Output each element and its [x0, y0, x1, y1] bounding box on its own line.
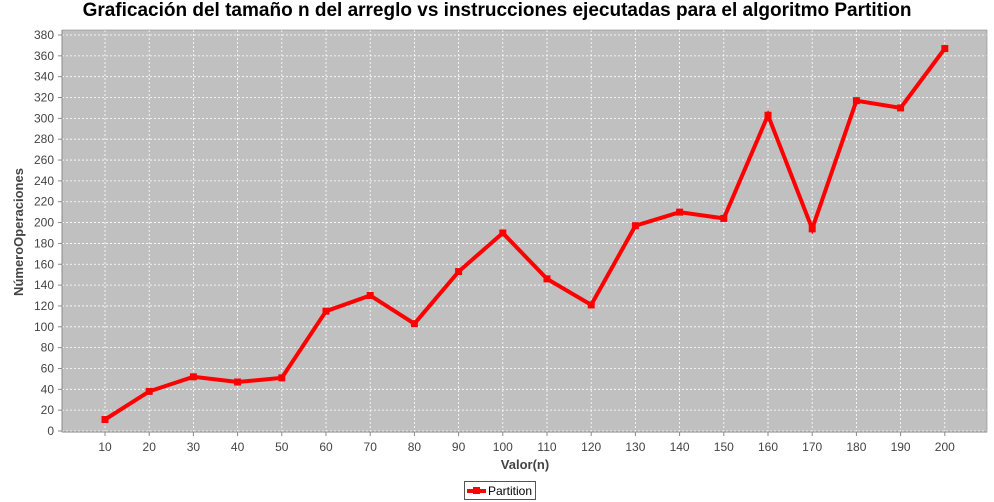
- data-point: [587, 301, 595, 309]
- data-point: [897, 104, 905, 112]
- x-tick-labels: 10 20 30 40 50 60 70 80 90 100 110 120 130 140 150 160 1…: [98, 440, 955, 454]
- data-point: [764, 111, 772, 119]
- x-tick-label: 150: [714, 440, 734, 454]
- x-tick-label: 180: [846, 440, 866, 454]
- y-tick-label: 200: [34, 216, 54, 230]
- y-tick-label: 80: [41, 341, 55, 355]
- y-tick-label: 340: [34, 70, 54, 84]
- data-point: [410, 320, 418, 328]
- data-point: [676, 208, 684, 216]
- x-tick-label: 20: [143, 440, 157, 454]
- series-partition: [101, 45, 949, 424]
- x-tick-label: 70: [364, 440, 378, 454]
- y-tick-label: 380: [34, 28, 54, 42]
- grid-lines: [62, 30, 987, 432]
- x-tick-label: 110: [537, 440, 556, 454]
- x-tick-label: 80: [408, 440, 422, 454]
- x-tick-label: 60: [319, 440, 333, 454]
- data-point: [278, 374, 286, 382]
- x-axis-title: Valor(n): [501, 457, 549, 472]
- chart-title: Graficación del tamaño n del arreglo vs …: [82, 0, 912, 21]
- data-point: [941, 45, 949, 53]
- plot-border: [61, 29, 988, 433]
- series-line: [103, 47, 947, 422]
- y-tick-label: 40: [41, 382, 55, 396]
- y-tick-label: 160: [34, 257, 54, 271]
- data-point: [322, 307, 330, 315]
- x-tick-label: 40: [231, 440, 245, 454]
- y-tick-label: 240: [34, 174, 54, 188]
- y-tick-label: 60: [41, 361, 55, 375]
- data-point: [808, 225, 816, 233]
- y-tick-label: 360: [34, 49, 54, 63]
- data-point: [499, 229, 507, 237]
- y-tick-label: 120: [34, 299, 54, 313]
- y-tick-label: 140: [34, 278, 54, 292]
- x-tick-label: 200: [935, 440, 955, 454]
- y-tick-label: 260: [34, 153, 54, 167]
- y-tick-label: 0: [47, 424, 54, 438]
- x-tick-label: 100: [493, 440, 513, 454]
- y-tick-label: 280: [34, 132, 54, 146]
- data-point: [631, 222, 639, 230]
- data-point: [101, 416, 109, 424]
- y-tick-label: 100: [34, 320, 54, 334]
- x-tick-label: 140: [670, 440, 690, 454]
- y-tick-label: 180: [34, 236, 54, 250]
- x-tick-label: 30: [187, 440, 201, 454]
- y-tick-labels: 0 20 40 60 80 100 120 140 160 180 200 220 240 260 280 3…: [34, 28, 54, 438]
- x-tick-label: 170: [802, 440, 822, 454]
- y-tick-label: 20: [41, 403, 55, 417]
- x-tick-label: 130: [625, 440, 645, 454]
- data-point: [366, 292, 374, 300]
- data-point: [720, 214, 728, 222]
- x-tick-label: 10: [98, 440, 112, 454]
- data-point: [189, 373, 197, 381]
- x-tick-label: 90: [452, 440, 466, 454]
- data-point: [234, 378, 242, 386]
- x-tick-label: 120: [581, 440, 601, 454]
- x-tick-label: 50: [275, 440, 289, 454]
- plot-area: [62, 30, 987, 432]
- data-point: [852, 97, 860, 105]
- legend: Partition: [464, 481, 537, 500]
- data-point: [543, 275, 551, 283]
- legend-marker-icon: [473, 486, 480, 494]
- legend-label: Partition: [488, 483, 533, 498]
- x-tick-label: 160: [758, 440, 778, 454]
- y-axis-title: NúmeroOperaciones: [11, 168, 26, 296]
- y-tick-label: 320: [34, 91, 54, 105]
- data-point: [455, 268, 463, 276]
- axes: [58, 29, 988, 436]
- y-tick-label: 300: [34, 111, 54, 125]
- x-tick-label: 190: [891, 440, 911, 454]
- data-point: [145, 387, 153, 395]
- legend-swatch: [467, 485, 486, 497]
- y-tick-label: 220: [34, 195, 54, 209]
